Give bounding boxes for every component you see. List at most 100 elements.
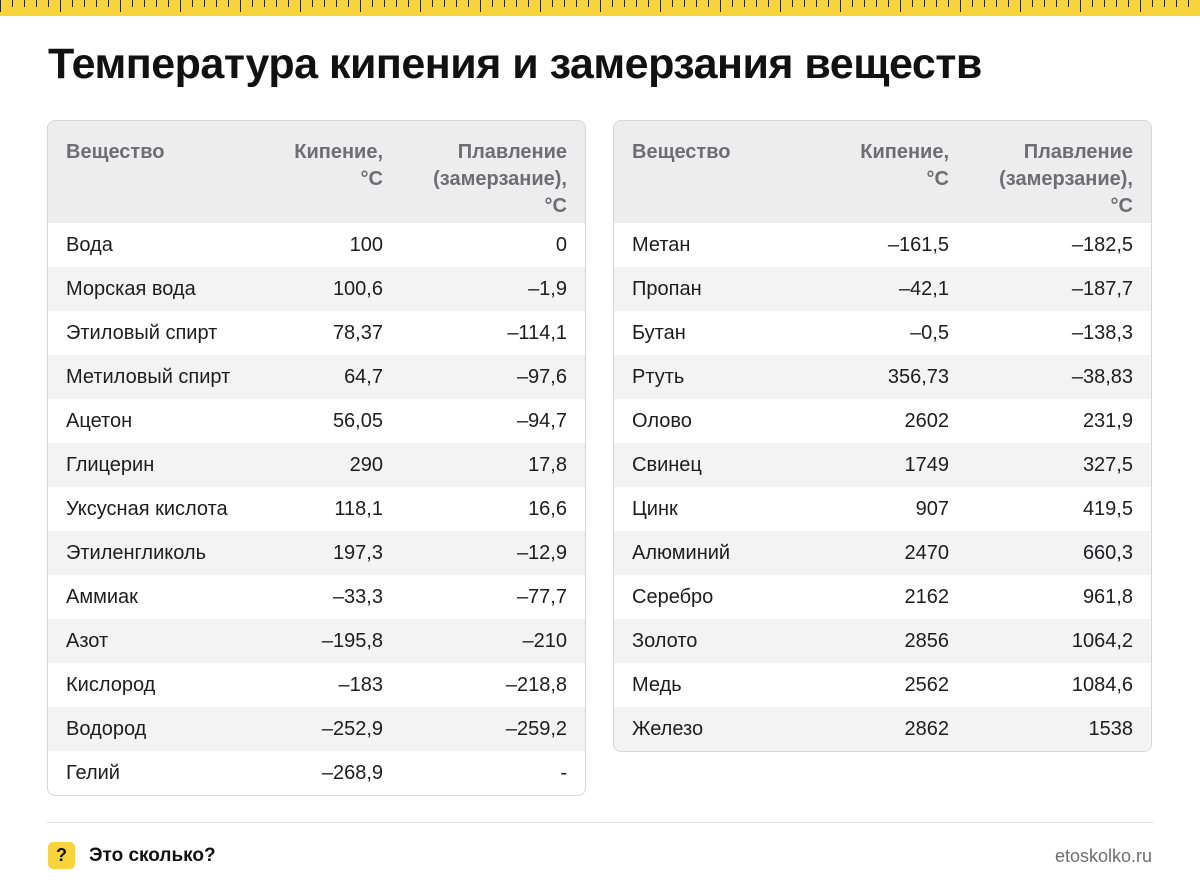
table-row: Кислород –183 –218,8	[48, 663, 585, 707]
substance-name: Аммиак	[66, 585, 138, 608]
melting-value: 1084,6	[1071, 673, 1133, 696]
header-boiling-line1: Кипение,	[860, 141, 949, 163]
substance-name: Алюминий	[632, 541, 731, 564]
boiling-value: –161,5	[887, 233, 949, 256]
header-substance: Вещество	[632, 141, 731, 163]
melting-value: 16,6	[528, 497, 567, 520]
melting-value: 17,8	[528, 453, 567, 476]
boiling-value: 197,3	[332, 541, 383, 564]
melting-value: –38,83	[1071, 365, 1133, 388]
boiling-value: –252,9	[321, 717, 383, 740]
boiling-value: 1749	[904, 453, 950, 476]
table-header: Вещество Кипение, °С Плавление (замерзан…	[48, 121, 585, 223]
table-row: Глицерин 290 17,8	[48, 443, 585, 487]
substance-name: Водород	[66, 717, 147, 740]
table-row: Этиловый спирт 78,37 –114,1	[48, 311, 585, 355]
melting-value: –210	[522, 629, 568, 652]
header-melting: Плавление (замерзание), °С	[383, 139, 567, 223]
substance-name: Этиленгликоль	[66, 541, 206, 564]
table-row: Этиленгликоль 197,3 –12,9	[48, 531, 585, 575]
substance-name: Вода	[66, 233, 113, 256]
melting-value: 419,5	[1082, 497, 1133, 520]
substance-name: Цинк	[632, 497, 678, 520]
boiling-value: –42,1	[898, 277, 949, 300]
table-row: Золото 2856 1064,2	[614, 619, 1151, 663]
boiling-value: 118,1	[334, 497, 383, 520]
header-melting-line1: Плавление	[1023, 141, 1133, 163]
melting-value: -	[560, 761, 567, 784]
substance-name: Гелий	[66, 761, 120, 784]
left-table: Вещество Кипение, °С Плавление (замерзан…	[47, 120, 586, 796]
substance-name: Метиловый спирт	[66, 365, 231, 388]
melting-value: –138,3	[1071, 321, 1133, 344]
melting-value: 231,9	[1082, 409, 1133, 432]
header-boiling: Кипение, °С	[266, 139, 383, 223]
table-row: Бутан –0,5 –138,3	[614, 311, 1151, 355]
table-row: Ацетон 56,05 –94,7	[48, 399, 585, 443]
substance-name: Этиловый спирт	[66, 321, 218, 344]
substance-name: Глицерин	[66, 453, 155, 476]
table-row: Уксусная кислота 118,1 16,6	[48, 487, 585, 531]
substance-name: Ртуть	[632, 365, 685, 388]
table-row: Метан –161,5 –182,5	[614, 223, 1151, 267]
header-melting-line2: (замерзание),	[433, 168, 567, 190]
substance-name: Метан	[632, 233, 691, 256]
boiling-value: 64,7	[344, 365, 383, 388]
substance-name: Уксусная кислота	[66, 497, 228, 520]
footer-divider	[47, 822, 1153, 823]
boiling-value: –268,9	[321, 761, 383, 784]
ruler-decoration	[0, 0, 1200, 16]
table-row: Морская вода 100,6 –1,9	[48, 267, 585, 311]
table-body: Метан –161,5 –182,5 Пропан –42,1 –187,7 Бутан –…	[614, 223, 1151, 751]
header-melting-line3: °С	[544, 195, 567, 217]
boiling-value: 100,6	[332, 277, 383, 300]
boiling-value: 2162	[904, 585, 950, 608]
substance-name: Азот	[66, 629, 109, 652]
table-header: Вещество Кипение, °С Плавление (замерзан…	[614, 121, 1151, 223]
substance-name: Олово	[632, 409, 692, 432]
substance-name: Ацетон	[66, 409, 133, 432]
melting-value: –97,6	[516, 365, 567, 388]
table-row: Олово 2602 231,9	[614, 399, 1151, 443]
site-link[interactable]: etoskolko.ru	[1054, 846, 1152, 866]
table-body: Вода 100 0 Морская вода 100,6 –1,9 Этиловый сп…	[48, 223, 585, 795]
table-row: Свинец 1749 327,5	[614, 443, 1151, 487]
substance-name: Золото	[632, 629, 698, 652]
table-row: Аммиак –33,3 –77,7	[48, 575, 585, 619]
table-row: Алюминий 2470 660,3	[614, 531, 1151, 575]
substance-name: Медь	[632, 673, 682, 696]
brand-name: Это сколько?	[89, 845, 216, 866]
header-boiling-line2: °С	[926, 168, 949, 190]
table-row: Метиловый спирт 64,7 –97,6	[48, 355, 585, 399]
table-row: Азот –195,8 –210	[48, 619, 585, 663]
melting-value: 327,5	[1082, 453, 1133, 476]
page-title: Температура кипения и замерзания веществ	[48, 40, 982, 88]
melting-value: –182,5	[1071, 233, 1133, 256]
melting-value: –1,9	[528, 277, 567, 300]
boiling-value: 100	[349, 233, 383, 256]
substance-name: Кислород	[66, 673, 156, 696]
table-row: Серебро 2162 961,8	[614, 575, 1151, 619]
header-boiling-line1: Кипение,	[294, 141, 383, 163]
boiling-value: 2862	[904, 717, 950, 740]
boiling-value: 2602	[904, 409, 950, 432]
question-icon: ?	[48, 842, 75, 869]
melting-value: 1064,2	[1071, 629, 1133, 652]
boiling-value: 2856	[904, 629, 950, 652]
melting-value: 1538	[1088, 717, 1134, 740]
melting-value: 660,3	[1082, 541, 1133, 564]
melting-value: –77,7	[516, 585, 567, 608]
substance-name: Серебро	[632, 585, 714, 608]
melting-value: 961,8	[1082, 585, 1133, 608]
melting-value: 0	[555, 233, 567, 256]
right-table: Вещество Кипение, °С Плавление (замерзан…	[613, 120, 1152, 752]
substance-name: Морская вода	[66, 277, 196, 300]
boiling-value: 56,05	[332, 409, 383, 432]
boiling-value: –183	[338, 673, 384, 696]
substance-name: Пропан	[632, 277, 702, 300]
boiling-value: –33,3	[332, 585, 383, 608]
melting-value: –114,1	[507, 321, 567, 344]
melting-value: –94,7	[516, 409, 567, 432]
header-melting-line3: °С	[1110, 195, 1133, 217]
substance-name: Свинец	[632, 453, 702, 476]
